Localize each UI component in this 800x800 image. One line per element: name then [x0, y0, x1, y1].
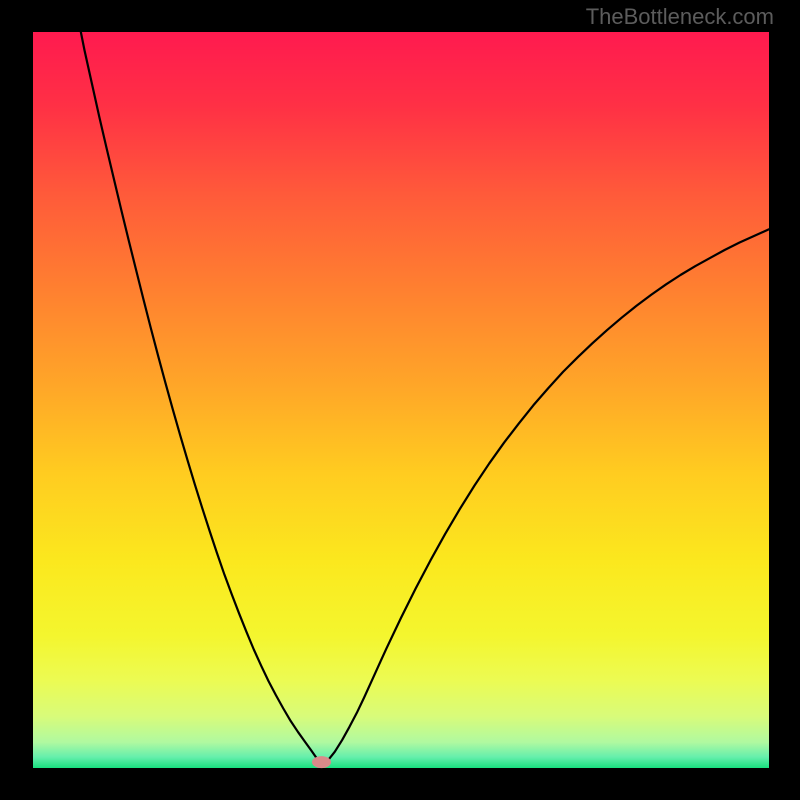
- watermark-text: TheBottleneck.com: [586, 4, 774, 30]
- chart-stage: TheBottleneck.com: [0, 0, 800, 800]
- optimal-point-marker: [312, 756, 331, 768]
- bottleneck-chart: [0, 0, 800, 800]
- plot-background: [33, 32, 769, 768]
